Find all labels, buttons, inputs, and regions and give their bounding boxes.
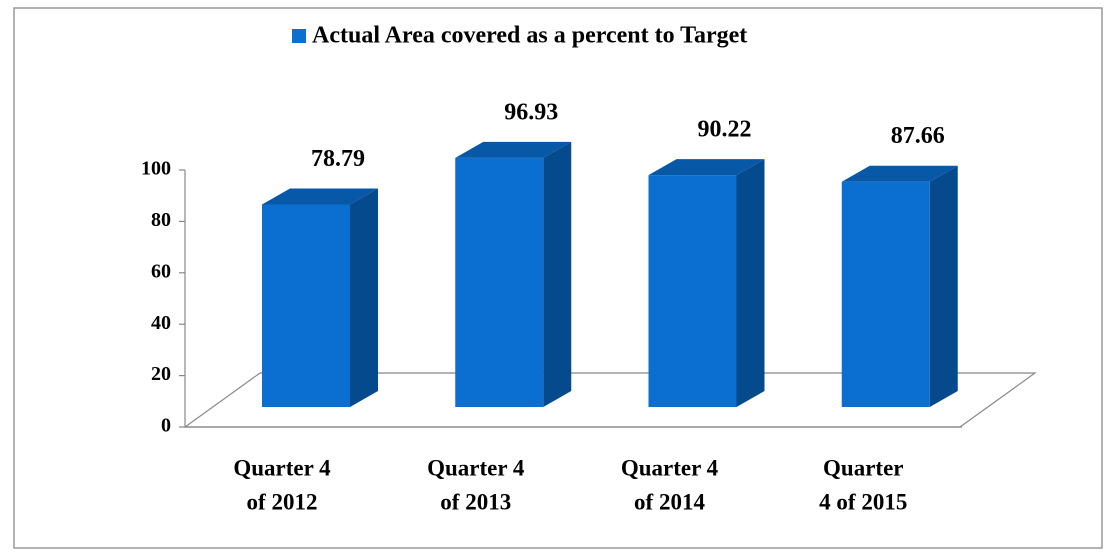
x-tick-label: of 2014 [634, 489, 705, 514]
y-tick-label: 60 [151, 260, 171, 282]
y-tick-label: 100 [141, 158, 171, 180]
x-tick-label: Quarter 4 [427, 455, 525, 480]
bar-front [455, 157, 544, 407]
bar-top [262, 188, 378, 205]
bar-side [350, 188, 378, 407]
bar-side [736, 159, 765, 407]
bar-side [929, 165, 958, 407]
x-tick-label: Quarter 4 [233, 455, 331, 480]
bar-front [648, 175, 737, 407]
y-tick-label: 80 [151, 209, 171, 231]
x-tick-label: of 2013 [440, 489, 511, 514]
bar-top [455, 141, 572, 158]
x-tick-label: 4 of 2015 [819, 489, 907, 514]
bar-front [841, 181, 930, 407]
legend-swatch [292, 29, 306, 43]
bar [841, 165, 958, 407]
value-label: 96.93 [504, 99, 558, 125]
legend-label: Actual Area covered as a percent to Targ… [312, 23, 747, 49]
y-tick-label: 0 [161, 415, 171, 437]
bar-side [543, 141, 572, 407]
bar-top [648, 159, 765, 176]
value-label: 78.79 [311, 146, 365, 172]
bar [648, 159, 765, 407]
value-label: 90.22 [698, 117, 752, 143]
bar-front [262, 204, 350, 407]
x-tick-label: of 2012 [247, 489, 318, 514]
y-tick-label: 40 [151, 312, 171, 334]
value-label: 87.66 [891, 123, 945, 149]
y-tick-label: 20 [151, 363, 171, 385]
bar-top [841, 165, 958, 182]
x-tick-label: Quarter 4 [621, 455, 719, 480]
bar [455, 141, 572, 407]
x-tick-label: Quarter [823, 455, 903, 480]
bar [262, 188, 378, 407]
